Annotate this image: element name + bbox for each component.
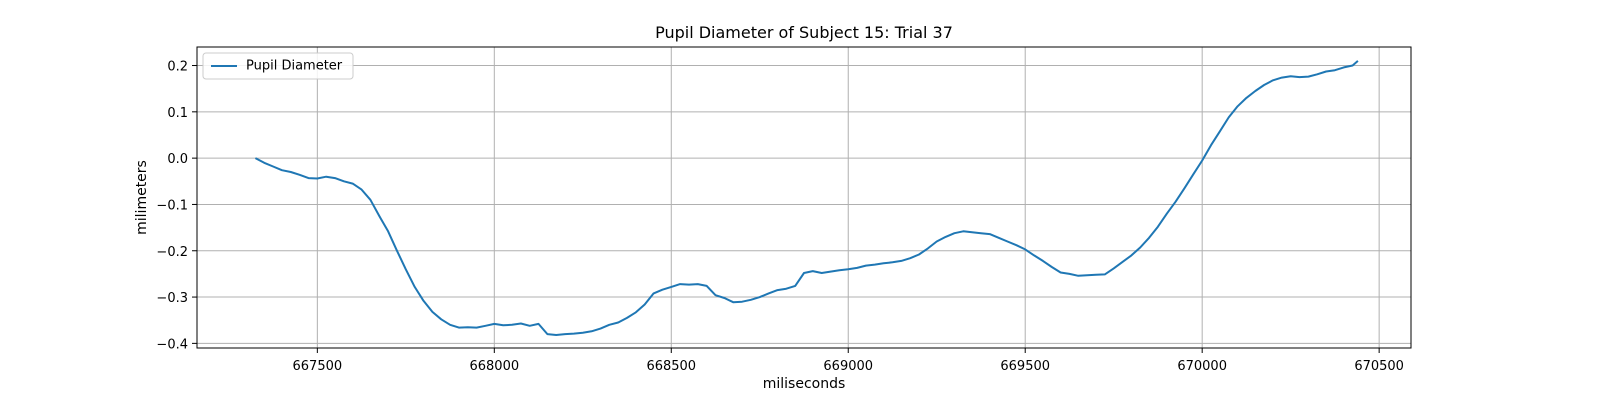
y-tick-label: −0.1 [156,198,188,213]
y-axis: 0.2 0.1 0.0 −0.1 −0.2 −0.3 −0.4 [156,60,197,352]
y-tick-label: −0.2 [156,245,188,260]
x-tick-label: 669500 [1000,359,1050,374]
y-axis-title: milimeters [134,160,150,235]
y-tick-label: −0.3 [156,291,188,306]
legend-label-pupil-diameter: Pupil Diameter [246,59,343,74]
series-layer [254,60,1359,336]
legend-box [202,52,354,80]
x-axis: 667500 668000 668500 669000 669500 670000 6705… [293,348,1404,374]
legend: Pupil Diameter [202,52,354,80]
series-line-pupil-diameter [254,60,1359,336]
x-axis-title: miliseconds [763,376,846,392]
y-tick-label: 0.0 [167,152,188,167]
y-tick-label: 0.1 [167,106,188,121]
x-tick-label: 668500 [646,359,696,374]
x-tick-label: 670000 [1177,359,1227,374]
grid [197,47,1411,348]
x-tick-label: 668000 [469,359,519,374]
x-tick-label: 667500 [293,359,343,374]
y-tick-label: −0.4 [156,337,188,352]
chart-title: Pupil Diameter of Subject 15: Trial 37 [655,23,953,42]
y-tick-label: 0.2 [167,60,188,75]
x-tick-label: 669000 [823,359,873,374]
plot-frame [196,46,1412,349]
x-tick-label: 670500 [1354,359,1404,374]
